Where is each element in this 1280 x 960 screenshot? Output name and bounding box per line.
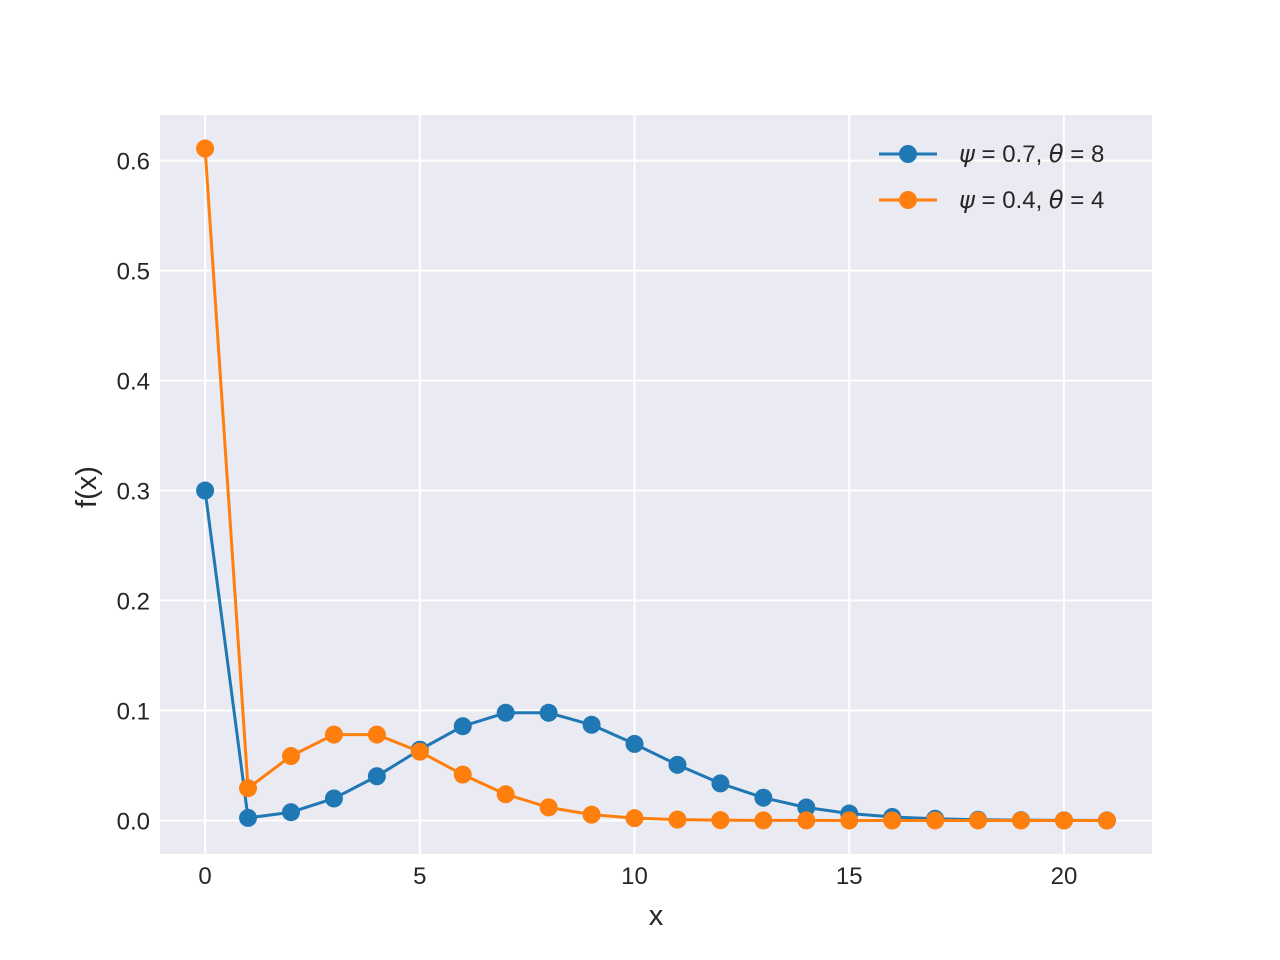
y-axis-label: f(x) xyxy=(71,466,103,508)
x-tick-label: 5 xyxy=(413,863,426,890)
y-tick-label: 0.6 xyxy=(117,149,150,176)
data-point xyxy=(281,803,300,822)
data-point xyxy=(1054,811,1073,830)
series-layer xyxy=(196,139,1116,830)
data-point xyxy=(367,767,386,786)
series-1 xyxy=(196,139,1116,830)
legend-label: ψ = 0.4, θ = 4 xyxy=(959,186,1104,214)
data-point xyxy=(797,798,816,817)
data-point xyxy=(324,789,343,808)
data-point xyxy=(196,481,215,500)
x-tick-label: 15 xyxy=(836,863,863,890)
x-tick-label: 10 xyxy=(621,863,648,890)
data-point xyxy=(453,765,472,784)
y-tick-label: 0.3 xyxy=(117,479,150,506)
legend-theta-value: 4 xyxy=(1091,187,1104,214)
data-point xyxy=(539,798,558,817)
ticks: 0 5 10 15 20 0.0 0.1 0.2 0.3 0.4 0.5 0.6 xyxy=(117,149,1078,890)
data-point xyxy=(239,779,258,798)
x-tick-label: 20 xyxy=(1051,863,1078,890)
data-point xyxy=(582,805,601,824)
legend-marker xyxy=(899,191,917,209)
grid xyxy=(160,115,1152,854)
legend-psi-value: 0.7 xyxy=(1002,141,1035,168)
data-point xyxy=(367,725,386,744)
data-point xyxy=(711,774,730,793)
data-point xyxy=(625,734,644,753)
data-point xyxy=(496,785,515,804)
data-point xyxy=(496,703,515,722)
data-point xyxy=(754,788,773,807)
y-tick-label: 0.2 xyxy=(117,589,150,616)
legend-marker xyxy=(899,145,917,163)
data-point xyxy=(668,755,687,774)
data-point xyxy=(797,811,816,830)
data-point xyxy=(754,811,773,830)
data-point xyxy=(281,747,300,766)
legend-theta-value: 8 xyxy=(1091,141,1104,168)
plot-background xyxy=(160,115,1152,854)
data-point xyxy=(883,811,902,830)
y-tick-label: 0.5 xyxy=(117,259,150,286)
legend-entry: ψ = 0.7, θ = 8 xyxy=(879,140,1104,168)
legend-psi-value: 0.4 xyxy=(1002,187,1035,214)
data-point xyxy=(239,808,258,827)
x-axis-label: x xyxy=(649,900,664,932)
legend-label: ψ = 0.7, θ = 8 xyxy=(959,140,1104,168)
data-point xyxy=(453,717,472,736)
y-tick-label: 0.0 xyxy=(117,808,150,835)
legend: ψ = 0.7, θ = 8 ψ = 0.4, θ = 4 xyxy=(879,140,1104,214)
data-point xyxy=(1097,811,1116,830)
data-point xyxy=(668,810,687,829)
data-point xyxy=(324,725,343,744)
series-line xyxy=(203,148,1107,822)
x-tick-label: 0 xyxy=(198,863,211,890)
data-point xyxy=(196,139,215,158)
y-tick-label: 0.4 xyxy=(117,369,150,396)
data-point xyxy=(711,811,730,830)
data-point xyxy=(969,811,988,830)
y-tick-label: 0.1 xyxy=(117,698,150,725)
data-point xyxy=(840,811,859,830)
data-point xyxy=(1012,811,1031,830)
data-point xyxy=(625,809,644,828)
data-point xyxy=(410,742,429,761)
data-point xyxy=(539,703,558,722)
data-point xyxy=(582,715,601,734)
data-point xyxy=(926,811,945,830)
legend-entry: ψ = 0.4, θ = 4 xyxy=(879,186,1104,214)
